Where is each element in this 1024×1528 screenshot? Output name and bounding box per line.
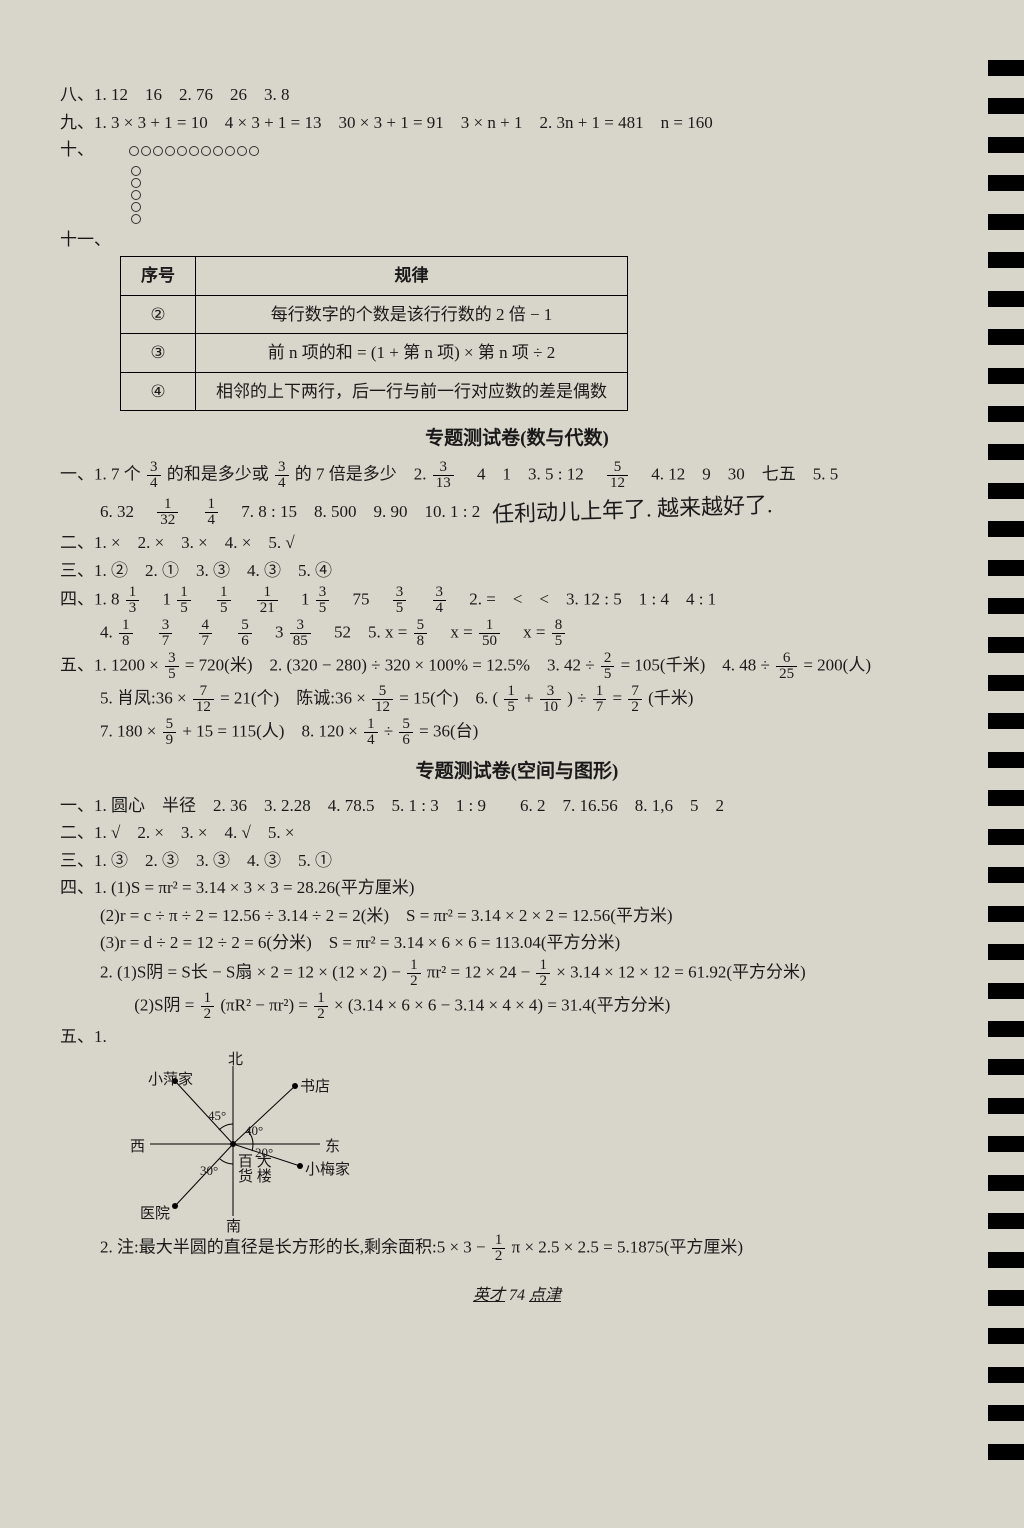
fraction: 12 — [407, 958, 421, 989]
fraction: 25 — [601, 651, 615, 682]
fraction: 37 — [159, 618, 173, 649]
compass-label: 西 — [130, 1136, 145, 1159]
fraction: 385 — [290, 618, 311, 649]
fraction: 35 — [393, 585, 407, 616]
compass-label: 小萍家 — [148, 1069, 193, 1092]
page-perforation — [988, 60, 1024, 1460]
alg-4-1: 四、1. 8 13 1 15 15 121 1 35 75 35 34 2. =… — [60, 585, 974, 616]
alg-3: 三、1. ② 2. ① 3. ③ 4. ③ 5. ④ — [60, 558, 974, 584]
compass-label: 医院 — [140, 1203, 170, 1226]
alg-1: 一、1. 7 个 34 的和是多少或 34 的 7 倍是多少 2. 313 4 … — [60, 460, 974, 491]
footer-left: 英才 — [473, 1287, 505, 1304]
compass-angle: 30° — [200, 1161, 218, 1181]
footer-right: 点津 — [529, 1287, 561, 1304]
fraction: 512 — [607, 460, 628, 491]
fraction: 14 — [364, 717, 378, 748]
fraction: 15 — [177, 585, 191, 616]
geo-4-2b: (2)S阴 = 12 (πR² − πr²) = 12 × (3.14 × 6 … — [100, 991, 974, 1022]
title-geometry: 专题测试卷(空间与图形) — [60, 758, 974, 787]
geo-4-1b: (2)r = c ÷ π ÷ 2 = 12.56 ÷ 3.14 ÷ 2 = 2(… — [100, 903, 974, 929]
section-11-label: 十一、 — [60, 227, 974, 253]
geo-5-1-label: 五、1. — [60, 1024, 974, 1050]
rules-table: 序号规律 ②每行数字的个数是该行行数的 2 倍 − 1 ③前 n 项的和 = (… — [120, 256, 628, 411]
fraction: 12 — [536, 958, 550, 989]
fraction: 310 — [540, 684, 561, 715]
compass-label: 书店 — [300, 1076, 330, 1099]
fraction: 14 — [205, 497, 219, 528]
compass-label: 小梅家 — [305, 1159, 350, 1182]
compass-angle: 40° — [245, 1121, 263, 1141]
geo-4-1c: (3)r = d ÷ 2 = 12 ÷ 2 = 6(分米) S = πr² = … — [100, 930, 974, 956]
geo-4-1: 四、1. (1)S = πr² = 3.14 × 3 × 3 = 28.26(平… — [60, 875, 974, 901]
compass-label: 东 — [325, 1136, 340, 1159]
fraction: 34 — [275, 460, 289, 491]
table-cell: 前 n 项的和 = (1 + 第 n 项) × 第 n 项 ÷ 2 — [196, 334, 628, 373]
compass-angle: 20° — [255, 1143, 273, 1163]
fraction: 12 — [492, 1233, 506, 1264]
geo-1: 一、1. 圆心 半径 2. 36 3. 2.28 4. 78.5 5. 1 : … — [60, 793, 974, 819]
fraction: 34 — [147, 460, 161, 491]
section-10: 十、 — [60, 137, 974, 163]
handwriting-note: 任利动儿上年了. 越来越好了. — [492, 488, 773, 531]
fraction: 15 — [504, 684, 518, 715]
page-footer: 英才 74 点津 — [60, 1284, 974, 1308]
fraction: 59 — [163, 717, 177, 748]
alg-2: 二、1. × 2. × 3. × 4. × 5. √ — [60, 530, 974, 556]
fraction: 56 — [238, 618, 252, 649]
dot-pattern-row — [128, 145, 260, 157]
fraction: 13 — [126, 585, 140, 616]
compass-label: 南 — [226, 1216, 241, 1239]
table-cell: ④ — [121, 372, 196, 411]
fraction: 18 — [119, 618, 133, 649]
fraction: 150 — [479, 618, 500, 649]
footer-page: 74 — [509, 1287, 525, 1304]
alg-5-1: 五、1. 1200 × 35 = 720(米) 2. (320 − 280) ÷… — [60, 651, 974, 682]
alg-4-4: 4. 18 37 47 56 3 385 52 5. x = 58 x = 15… — [100, 618, 974, 649]
fraction: 17 — [593, 684, 607, 715]
fraction: 132 — [157, 497, 178, 528]
page-content: 八、1. 12 16 2. 76 26 3. 8 九、1. 3 × 3 + 1 … — [0, 0, 1024, 1308]
fraction: 58 — [414, 618, 428, 649]
compass-label: 货 楼 — [238, 1166, 272, 1189]
fraction: 72 — [628, 684, 642, 715]
compass-label: 北 — [228, 1049, 243, 1072]
section-10-label: 十、 — [60, 140, 94, 159]
fraction: 12 — [314, 991, 328, 1022]
fraction: 35 — [165, 651, 179, 682]
geo-3: 三、1. ③ 2. ③ 3. ③ 4. ③ 5. ① — [60, 848, 974, 874]
fraction: 121 — [257, 585, 278, 616]
section-9: 九、1. 3 × 3 + 1 = 10 4 × 3 + 1 = 13 30 × … — [60, 110, 974, 136]
section-8: 八、1. 12 16 2. 76 26 3. 8 — [60, 82, 974, 108]
fraction: 512 — [372, 684, 393, 715]
table-cell: 每行数字的个数是该行行数的 2 倍 − 1 — [196, 295, 628, 334]
geo-2: 二、1. √ 2. × 3. × 4. √ 5. × — [60, 820, 974, 846]
fraction: 15 — [217, 585, 231, 616]
alg-5-5: 5. 肖凤:36 × 712 = 21(个) 陈诚:36 × 512 = 15(… — [100, 684, 974, 715]
table-header-1: 序号 — [121, 257, 196, 296]
compass-angle: 45° — [208, 1106, 226, 1126]
compass-diagram: 小萍家 北 书店 西 东 小梅家 百 大 货 楼 南 医院 45° 40° 20… — [120, 1051, 350, 1231]
fraction: 625 — [776, 651, 797, 682]
fraction: 12 — [201, 991, 215, 1022]
fraction: 35 — [316, 585, 330, 616]
fraction: 85 — [552, 618, 566, 649]
table-cell: ② — [121, 295, 196, 334]
alg-5-7: 7. 180 × 59 + 15 = 115(人) 8. 120 × 14 ÷ … — [100, 717, 974, 748]
title-algebra: 专题测试卷(数与代数) — [60, 425, 974, 454]
table-cell: 相邻的上下两行，后一行与前一行对应数的差是偶数 — [196, 372, 628, 411]
fraction: 34 — [433, 585, 447, 616]
fraction: 47 — [199, 618, 213, 649]
fraction: 712 — [193, 684, 214, 715]
table-header-2: 规律 — [196, 257, 628, 296]
geo-4-2a: 2. (1)S阴 = S长 − S扇 × 2 = 12 × (12 × 2) −… — [100, 958, 974, 989]
fraction: 313 — [433, 460, 454, 491]
fraction: 56 — [399, 717, 413, 748]
table-cell: ③ — [121, 334, 196, 373]
dot-pattern-col — [130, 165, 974, 225]
alg-6: 6. 32 132 14 7. 8 : 15 8. 500 9. 90 10. … — [100, 493, 974, 529]
